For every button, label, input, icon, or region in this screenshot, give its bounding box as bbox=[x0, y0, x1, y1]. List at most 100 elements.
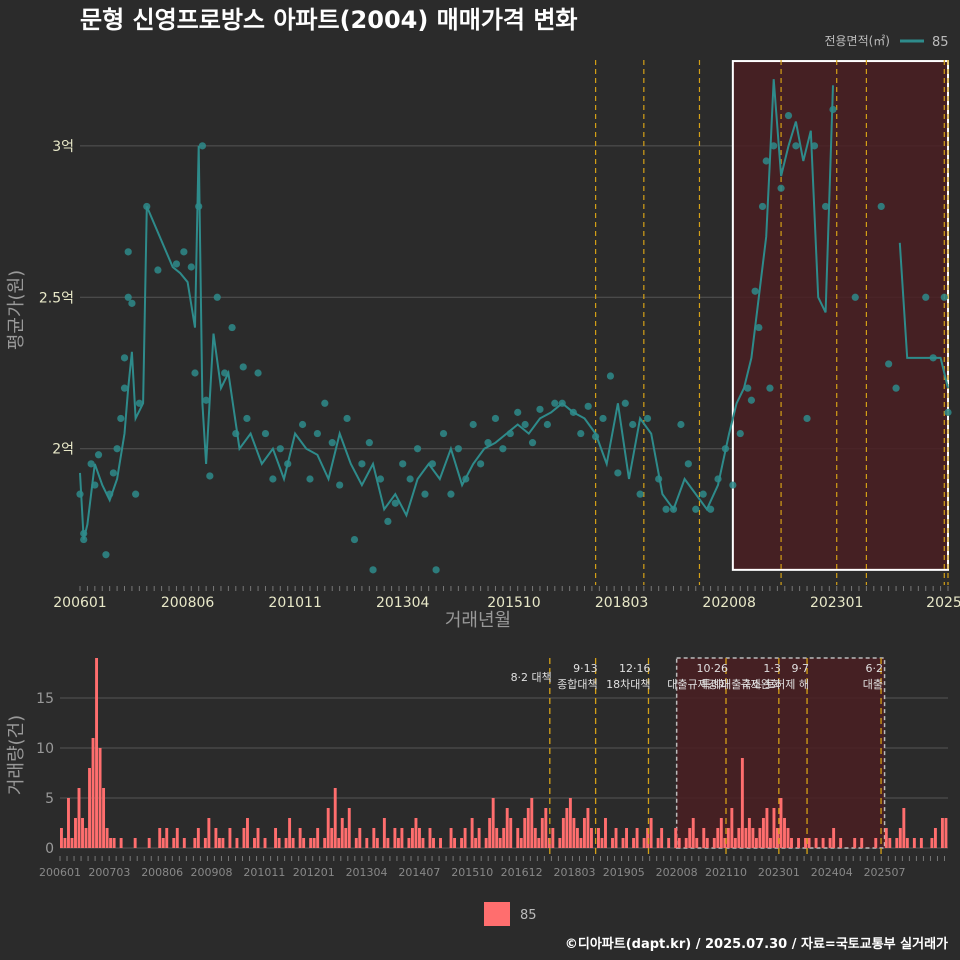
volume-bar-176 bbox=[677, 838, 681, 848]
volume-axis-ticks: 200601 200703 200806 200908 201011 201201 2013… bbox=[39, 856, 945, 879]
volume-bar-122 bbox=[488, 818, 492, 848]
volume-legend-swatch bbox=[484, 902, 510, 926]
volume-bar-243 bbox=[912, 838, 916, 848]
price-highlight-rect bbox=[731, 60, 949, 571]
price-point-70 bbox=[521, 420, 529, 429]
volume-bar-128 bbox=[509, 818, 513, 848]
volume-bar-7 bbox=[84, 828, 88, 848]
price-y-tick-1: 2.5억 bbox=[39, 290, 74, 306]
volume-bar-9 bbox=[91, 738, 95, 848]
volume-bar-30 bbox=[165, 828, 169, 848]
price-point-102 bbox=[755, 323, 763, 332]
volume-bar-143 bbox=[561, 818, 565, 848]
volume-bar-45 bbox=[217, 838, 221, 848]
volume-bar-33 bbox=[175, 828, 179, 848]
volume-bar-239 bbox=[898, 828, 902, 848]
price-point-60 bbox=[447, 490, 455, 498]
volume-bar-195 bbox=[744, 828, 748, 848]
volume-bar-89 bbox=[372, 828, 376, 848]
price-x-tick-8: 2025 bbox=[926, 595, 960, 611]
price-point-118 bbox=[922, 293, 930, 301]
price-point-64 bbox=[477, 460, 485, 468]
volume-bar-136 bbox=[537, 838, 541, 848]
volume-bar-10 bbox=[95, 658, 99, 848]
price-x-tick-5: 201803 bbox=[595, 595, 648, 611]
volume-bar-90 bbox=[375, 838, 379, 848]
price-point-11 bbox=[120, 384, 129, 392]
volume-bar-240 bbox=[902, 808, 906, 848]
price-point-100 bbox=[747, 396, 756, 404]
volume-policy-label-2-0: 12·16 bbox=[619, 662, 651, 675]
volume-policy-lines: 8·2 대책 9·13 종합대책 12·16 18차대책 10·26 대출규제강화 1·3 규제… bbox=[511, 658, 883, 858]
price-point-92 bbox=[692, 505, 700, 513]
price-line-segment-0 bbox=[79, 79, 834, 540]
price-policy-lines bbox=[595, 60, 949, 585]
volume-bar-103 bbox=[421, 838, 425, 848]
volume-bar-190 bbox=[726, 828, 730, 848]
volume-bar-226 bbox=[853, 838, 857, 848]
volume-x-tick-9: 201612 bbox=[501, 866, 543, 879]
price-point-25 bbox=[198, 142, 207, 150]
price-point-77 bbox=[577, 429, 585, 438]
volume-bar-44 bbox=[214, 828, 218, 848]
price-legend-title: 전용면적(㎡) bbox=[824, 34, 890, 48]
volume-bar-46 bbox=[221, 838, 225, 848]
price-point-73 bbox=[543, 420, 551, 429]
price-point-105 bbox=[766, 384, 774, 392]
volume-bar-71 bbox=[309, 838, 313, 848]
volume-bar-154 bbox=[600, 838, 604, 848]
price-point-97 bbox=[729, 481, 737, 489]
volume-bar-29 bbox=[161, 838, 165, 848]
volume-policy-label-1-0: 9·13 bbox=[573, 662, 598, 675]
price-point-110 bbox=[803, 414, 811, 423]
price-point-14 bbox=[124, 248, 132, 256]
price-point-22 bbox=[187, 263, 195, 271]
volume-bar-145 bbox=[568, 798, 572, 848]
volume-bar-171 bbox=[660, 828, 664, 848]
volume-bar-146 bbox=[572, 818, 576, 848]
price-point-96 bbox=[721, 445, 730, 453]
volume-bar-73 bbox=[316, 828, 320, 848]
volume-bar-84 bbox=[354, 838, 358, 848]
price-point-27 bbox=[206, 472, 214, 480]
price-legend: 전용면적(㎡) 85 bbox=[824, 34, 948, 50]
volume-bar-173 bbox=[667, 838, 671, 848]
price-point-19 bbox=[154, 266, 162, 274]
price-point-4 bbox=[91, 481, 99, 489]
price-point-38 bbox=[284, 460, 292, 468]
volume-bar-21 bbox=[133, 838, 137, 848]
price-point-82 bbox=[614, 469, 622, 477]
volume-x-tick-7: 201407 bbox=[398, 866, 440, 879]
price-point-78 bbox=[584, 402, 592, 410]
price-axis-ticks: 200601 200806 201011 201304 201510 201803 2020… bbox=[53, 586, 960, 611]
volume-bar-102 bbox=[418, 828, 421, 848]
price-point-50 bbox=[376, 475, 385, 483]
volume-bar-127 bbox=[505, 808, 509, 848]
volume-bar-210 bbox=[797, 838, 800, 848]
volume-bar-219 bbox=[828, 838, 832, 848]
price-highlight-box bbox=[731, 60, 949, 571]
price-series bbox=[76, 79, 952, 574]
volume-bar-111 bbox=[449, 828, 453, 848]
volume-bar-112 bbox=[453, 838, 457, 848]
volume-policy-label-2-1: 18차대책 bbox=[606, 678, 650, 691]
volume-bar-99 bbox=[407, 838, 411, 848]
volume-bar-245 bbox=[919, 838, 923, 848]
volume-y-tick-0: 0 bbox=[45, 841, 54, 857]
volume-bar-137 bbox=[540, 818, 544, 848]
volume-x-tick-5: 201201 bbox=[293, 866, 335, 879]
volume-bar-6 bbox=[81, 818, 84, 848]
price-point-75 bbox=[558, 399, 566, 407]
volume-bar-193 bbox=[737, 828, 741, 848]
price-point-10 bbox=[117, 414, 125, 423]
price-point-66 bbox=[491, 414, 500, 423]
price-point-30 bbox=[228, 323, 236, 332]
volume-bar-72 bbox=[312, 838, 316, 848]
volume-bar-135 bbox=[533, 828, 537, 848]
volume-bar-186 bbox=[712, 838, 716, 848]
price-point-41 bbox=[313, 429, 322, 438]
volume-bar-236 bbox=[888, 838, 892, 848]
volume-bar-204 bbox=[776, 828, 779, 848]
volume-bar-61 bbox=[274, 828, 278, 848]
price-point-51 bbox=[384, 517, 392, 526]
